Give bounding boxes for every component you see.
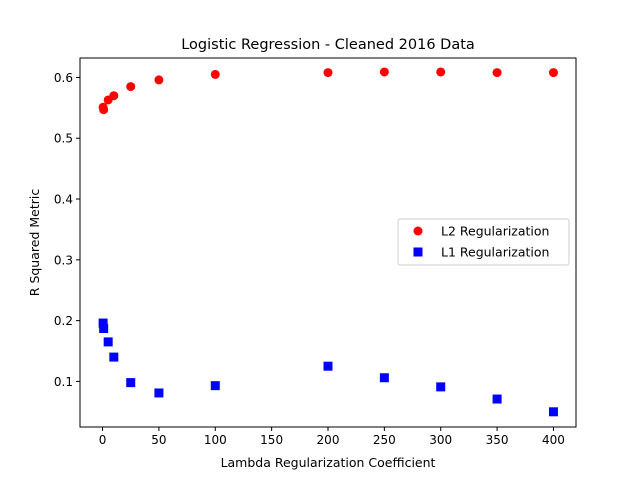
x-tick-label: 0 — [99, 433, 107, 447]
x-tick-label: 250 — [373, 433, 396, 447]
series-l2 — [98, 67, 558, 115]
y-tick-label: 0.1 — [54, 375, 73, 389]
l2-point — [436, 67, 446, 77]
x-tick-label: 350 — [486, 433, 509, 447]
l2-point — [548, 68, 558, 78]
l1-point — [323, 361, 333, 371]
y-tick-label: 0.2 — [54, 314, 73, 328]
y-tick-label: 0.4 — [54, 193, 73, 207]
legend-label-l2: L2 Regularization — [441, 224, 549, 239]
x-tick-label: 200 — [317, 433, 340, 447]
l1-point — [548, 407, 558, 417]
chart-title: Logistic Regression - Cleaned 2016 Data — [181, 37, 475, 53]
l1-point — [109, 352, 119, 362]
x-axis-label: Lambda Regularization Coefficient — [221, 455, 436, 470]
y-tick-label: 0.5 — [54, 132, 73, 146]
data-marks — [98, 67, 558, 417]
axis-ticks: 0 50 100 150 200 250 300 350 400 0.1 0.2 0.3 0.4 0.5 0… — [54, 71, 565, 447]
l2-point — [154, 75, 164, 85]
legend-marker-l1 — [413, 247, 423, 257]
l2-point — [99, 105, 109, 115]
series-l1 — [98, 318, 558, 417]
l1-point — [436, 382, 446, 392]
x-tick-label: 300 — [429, 433, 452, 447]
y-tick-label: 0.6 — [54, 71, 73, 85]
l2-point — [210, 69, 220, 79]
l1-point — [99, 324, 109, 334]
l1-point — [98, 318, 108, 328]
l1-point — [103, 337, 113, 347]
y-axis-label: R Squared Metric — [27, 189, 42, 297]
legend-box — [397, 218, 570, 266]
x-tick-label: 100 — [204, 433, 227, 447]
x-tick-label: 50 — [151, 433, 166, 447]
x-tick-label: 150 — [260, 433, 283, 447]
l1-point — [210, 381, 220, 391]
l2-point — [109, 91, 119, 101]
l2-point — [379, 67, 389, 77]
y-tick-label: 0.3 — [54, 253, 73, 267]
l2-point — [323, 68, 333, 78]
legend: L2 Regularization L1 Regularization — [397, 218, 570, 266]
l1-point — [492, 394, 502, 404]
l1-point — [379, 373, 389, 383]
x-tick-label: 400 — [542, 433, 565, 447]
legend-marker-l2 — [413, 226, 423, 236]
legend-label-l1: L1 Regularization — [441, 245, 549, 260]
l1-point — [126, 378, 136, 388]
l2-point — [492, 68, 502, 78]
l2-point — [126, 82, 136, 92]
l1-point — [154, 388, 164, 398]
